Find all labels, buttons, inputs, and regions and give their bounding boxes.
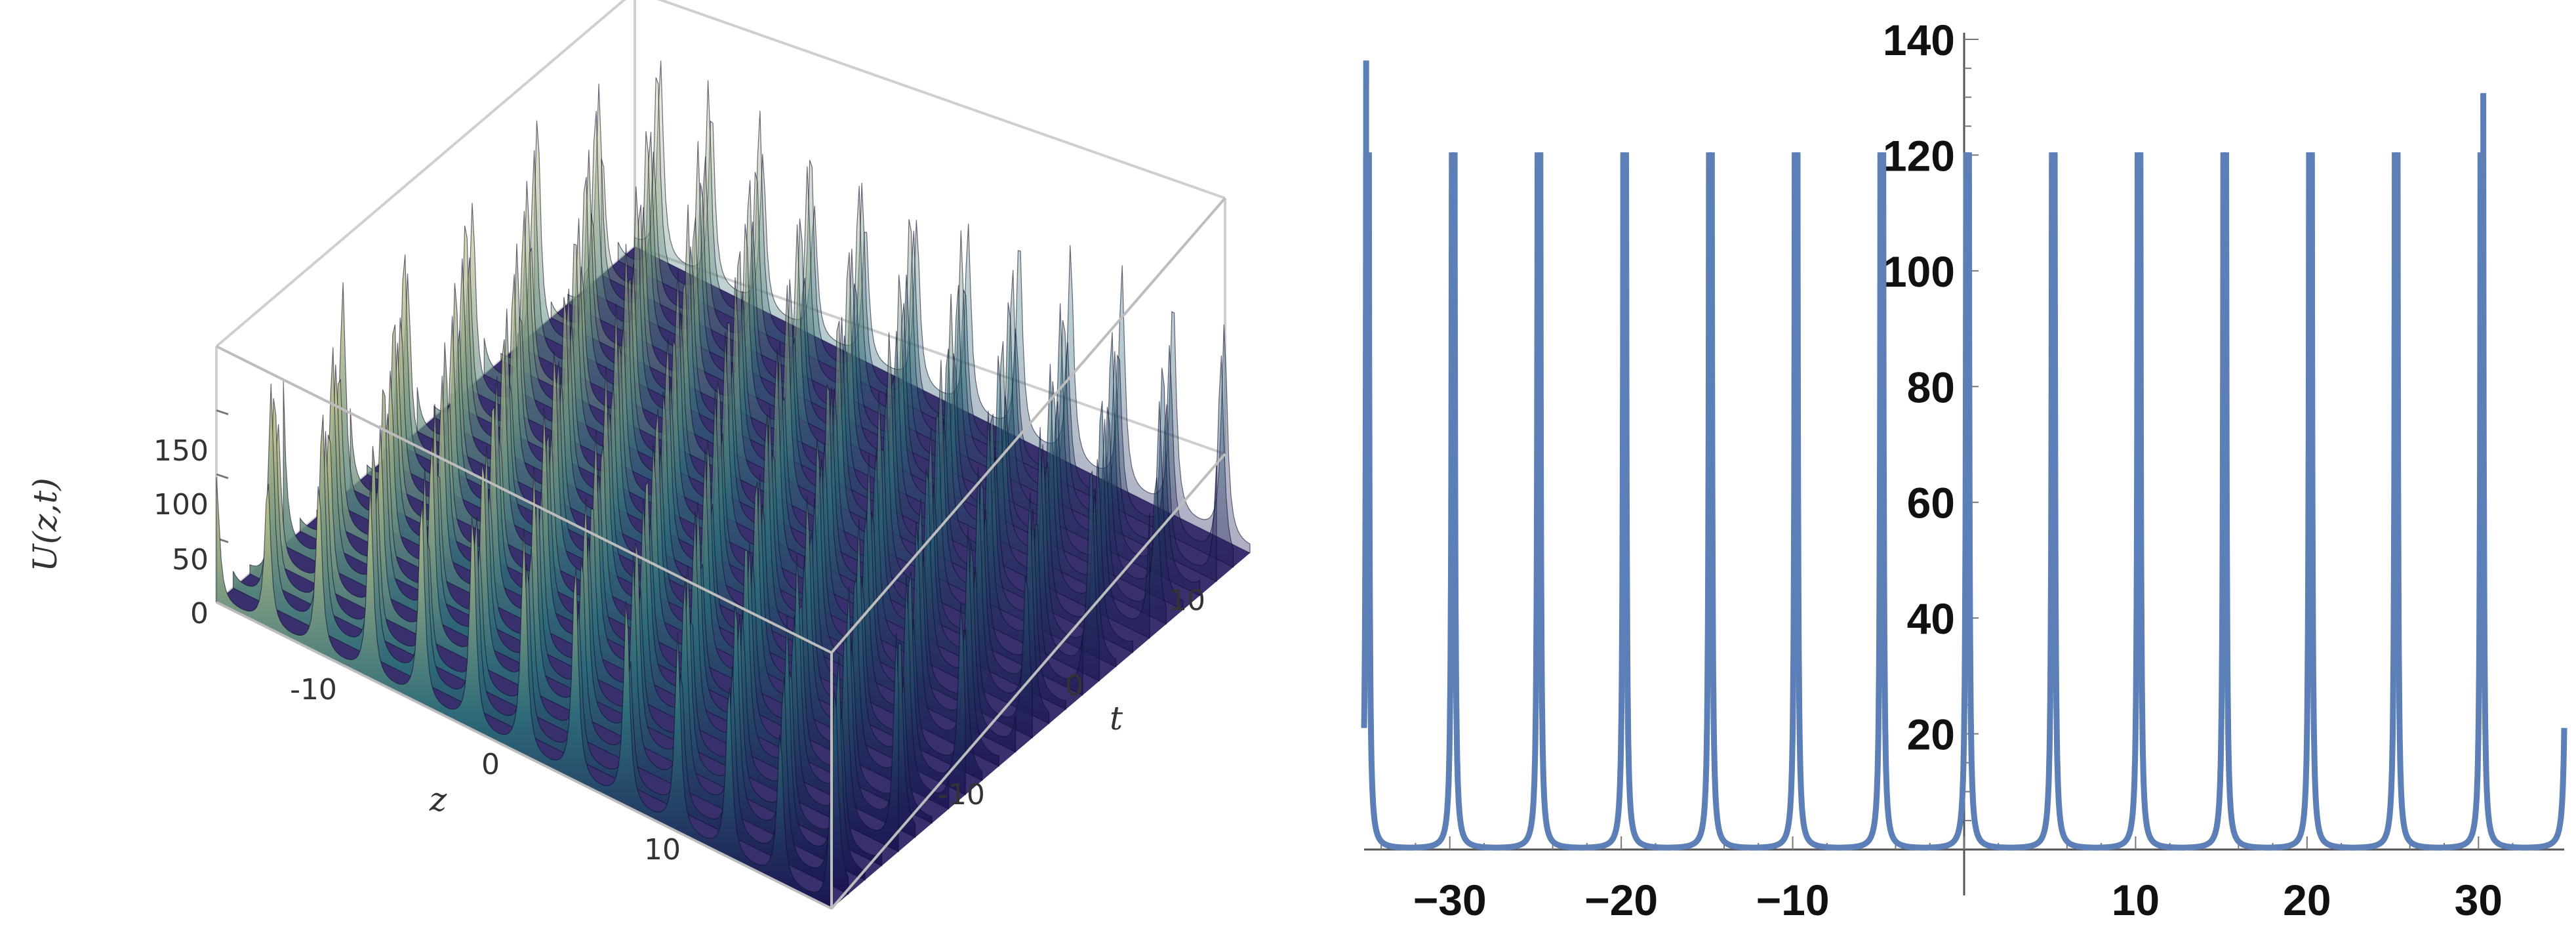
z-axis-tick-50: 50 (172, 543, 209, 577)
series-branch (1880, 152, 1969, 851)
x-tick-label: −30 (1413, 876, 1487, 924)
surface-ridge (350, 342, 966, 796)
series-branch (2308, 152, 2398, 851)
series-branch (2223, 152, 2312, 851)
z-axis-tick-0: 0 (190, 597, 209, 630)
x-tick-label: 30 (2455, 876, 2503, 924)
series-branch (2051, 152, 2141, 851)
y-tick-label: 40 (1907, 594, 1955, 643)
series-branch (1623, 152, 1712, 851)
y-tick-label: 80 (1907, 363, 1955, 411)
z-axis-tick-mark (216, 473, 229, 480)
z-axis-tick-150: 150 (153, 434, 209, 468)
box-edge (216, 601, 832, 910)
surface-plot: 0 50 100 150 U(z,t) -10 0 10 z 10 0 -10 … (26, 0, 1251, 910)
box-edge (656, 0, 1226, 199)
surface-ridge (367, 316, 983, 781)
t-dir-tick-0: 0 (1065, 669, 1083, 703)
surface-ridge (249, 398, 866, 881)
surface-ridge (232, 383, 849, 895)
series-branch (1361, 60, 1369, 731)
line-plot-panel: −30 −20 −10 10 20 30 20 40 60 80 100 120 140 (1351, 0, 2576, 942)
x-tick-label: 10 (2112, 876, 2160, 924)
z-dir-tick-0: 0 (481, 748, 500, 781)
box-edge (215, 0, 626, 348)
y-tick-label: 20 (1907, 710, 1955, 759)
y-tick-label: 100 (1883, 247, 1955, 296)
series-branch (1365, 152, 1455, 851)
line-series (1361, 60, 2567, 851)
y-tick-label: 120 (1883, 131, 1955, 180)
surface-ridge (216, 477, 832, 909)
y-tick-label: 60 (1907, 479, 1955, 527)
z-dir-label: z (429, 781, 447, 819)
t-dir-label: t (1110, 699, 1123, 737)
line-plot: −30 −20 −10 10 20 30 20 40 60 80 100 120 140 (1361, 16, 2567, 924)
series-branch (1794, 152, 1883, 851)
surface-ridge (500, 247, 1117, 668)
z-axis-label: U(z,t) (26, 478, 64, 571)
series-branch (2480, 92, 2567, 851)
t-dir-tick-neg10: -10 (938, 778, 985, 811)
x-tick-label: 20 (2283, 876, 2331, 924)
surface-axes: 0 50 100 150 U(z,t) -10 0 10 z 10 0 -10 … (26, 434, 1205, 867)
z-axis-tick-mark (216, 409, 229, 415)
surface-mesh (216, 60, 1251, 910)
box-edge (830, 453, 1226, 910)
t-dir-tick-10: 10 (1169, 584, 1205, 617)
surface-ridge (300, 364, 916, 838)
box-edge (830, 197, 1226, 654)
series-branch (1537, 152, 1626, 851)
series-branch (1451, 152, 1540, 851)
series-branch (1965, 152, 2055, 851)
series-branch (1708, 152, 1798, 851)
series-branch (2137, 152, 2226, 851)
surface-plot-panel: 0 50 100 150 U(z,t) -10 0 10 z 10 0 -10 … (26, 0, 1251, 910)
z-axis-tick-100: 100 (153, 488, 209, 522)
x-tick-label: −10 (1756, 876, 1830, 924)
box-edge (216, 345, 832, 654)
z-dir-tick-neg10: -10 (290, 673, 337, 706)
x-tick-label: −20 (1584, 876, 1658, 924)
y-tick-label: 140 (1883, 16, 1955, 64)
z-dir-tick-10: 10 (644, 833, 681, 867)
surface-ridge (283, 347, 899, 853)
series-branch (2394, 152, 2484, 851)
line-tick-labels: −30 −20 −10 10 20 30 20 40 60 80 100 120 140 (1413, 16, 2503, 924)
